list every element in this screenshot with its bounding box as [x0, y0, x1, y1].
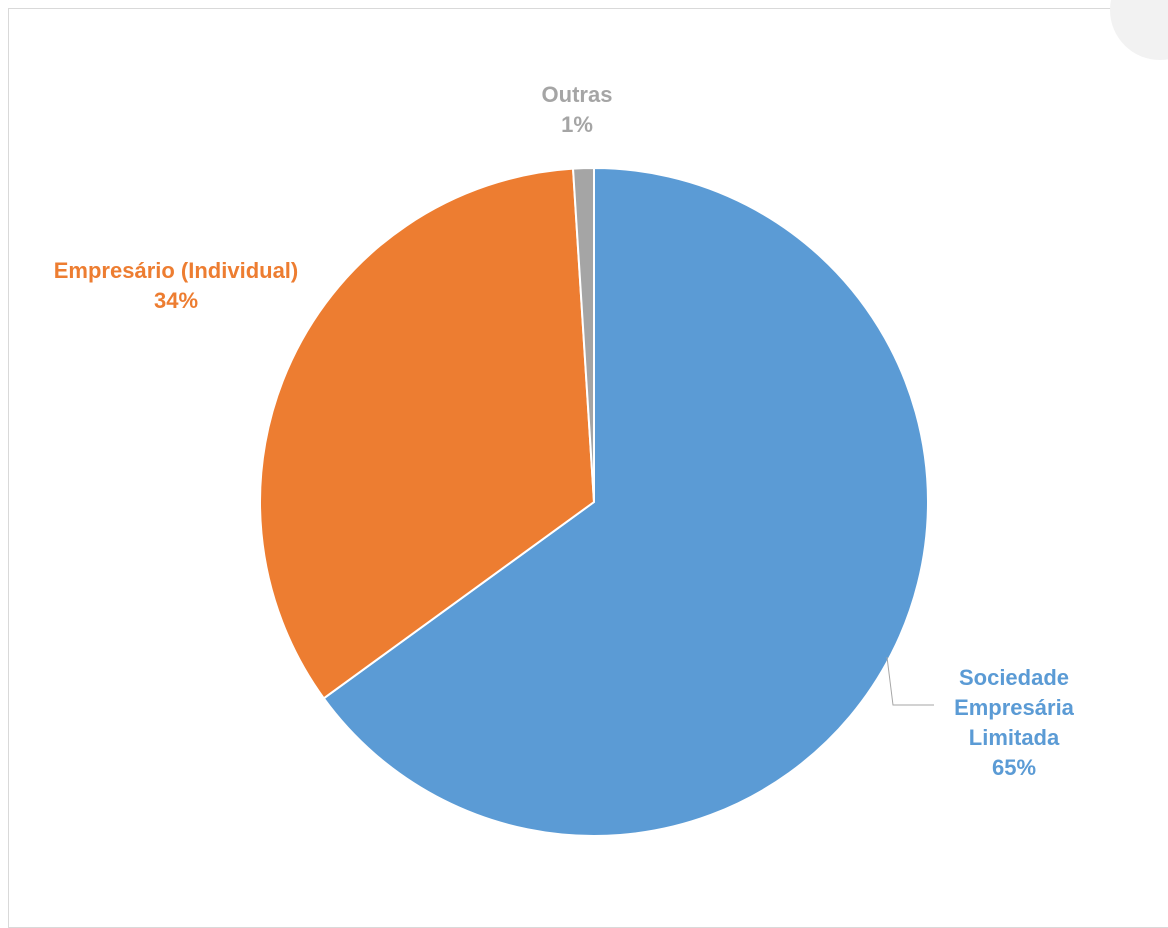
data-label-value: 65%	[991, 755, 1037, 780]
pie-slice-empresario	[259, 167, 596, 700]
data-label-value: 1%	[561, 112, 593, 137]
leader-line-sociedade	[886, 656, 934, 706]
data-label-name-line-1: Sociedade	[958, 665, 1070, 690]
data-label-empresario: Empresário (Individual) 34%	[18, 256, 334, 316]
pie-slices	[259, 166, 929, 837]
data-label-value: 34%	[153, 288, 199, 313]
data-label-name-line-3: Limitada	[968, 725, 1060, 750]
data-label-name: Empresário (Individual)	[53, 258, 299, 283]
pie-slice-sociedade	[322, 166, 929, 837]
data-label-outras: Outras 1%	[527, 80, 627, 140]
data-label-name: Outras	[541, 82, 613, 107]
data-label-name-line-2: Empresária	[954, 695, 1074, 720]
data-label-sociedade: Sociedade Empresária Limitada 65%	[934, 663, 1094, 783]
pie-slice-outras	[571, 166, 595, 503]
